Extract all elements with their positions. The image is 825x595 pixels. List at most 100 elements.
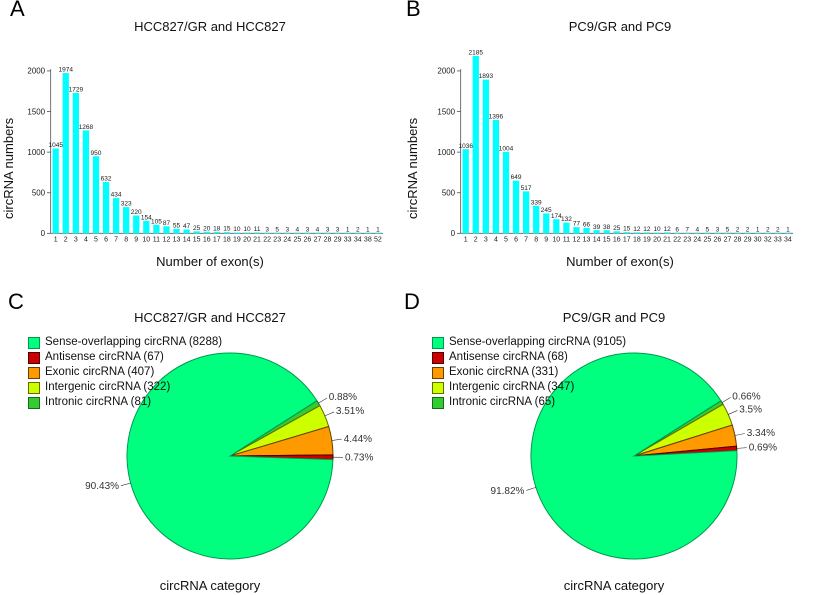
svg-text:2: 2: [766, 226, 770, 233]
svg-text:1: 1: [786, 226, 790, 233]
svg-text:20: 20: [243, 236, 251, 243]
svg-text:1: 1: [346, 226, 350, 233]
svg-text:0.69%: 0.69%: [749, 443, 777, 454]
svg-text:7: 7: [114, 236, 118, 243]
svg-text:39: 39: [593, 224, 601, 231]
svg-text:1004: 1004: [499, 145, 514, 152]
svg-text:87: 87: [163, 220, 171, 227]
svg-text:14: 14: [183, 236, 191, 243]
svg-text:38: 38: [364, 236, 372, 243]
svg-text:34: 34: [784, 236, 792, 243]
svg-text:2: 2: [776, 226, 780, 233]
svg-text:5: 5: [504, 236, 508, 243]
svg-text:2000: 2000: [437, 67, 455, 76]
svg-text:20: 20: [203, 225, 211, 232]
svg-text:24: 24: [693, 236, 701, 243]
svg-text:8: 8: [534, 236, 538, 243]
svg-text:9: 9: [544, 236, 548, 243]
svg-text:16: 16: [613, 236, 621, 243]
svg-text:517: 517: [521, 185, 532, 192]
svg-text:3: 3: [74, 236, 78, 243]
svg-text:27: 27: [314, 236, 322, 243]
svg-text:4: 4: [84, 236, 88, 243]
svg-text:10: 10: [243, 226, 251, 233]
svg-text:24: 24: [283, 236, 291, 243]
svg-text:2185: 2185: [469, 50, 484, 57]
svg-text:0.66%: 0.66%: [732, 391, 760, 402]
svg-text:17: 17: [213, 236, 221, 243]
svg-text:4: 4: [695, 226, 699, 233]
svg-text:2: 2: [736, 226, 740, 233]
svg-text:12: 12: [663, 226, 671, 233]
svg-text:18: 18: [223, 236, 231, 243]
svg-text:3: 3: [484, 236, 488, 243]
svg-text:52: 52: [374, 236, 382, 243]
svg-text:500: 500: [32, 189, 46, 198]
svg-text:16: 16: [203, 236, 211, 243]
svg-text:632: 632: [101, 176, 112, 183]
svg-text:3.5%: 3.5%: [739, 405, 762, 416]
svg-text:10: 10: [142, 236, 150, 243]
svg-text:339: 339: [531, 199, 542, 206]
svg-text:23: 23: [273, 236, 281, 243]
svg-text:13: 13: [583, 236, 591, 243]
svg-text:38: 38: [603, 224, 611, 231]
svg-text:1729: 1729: [69, 87, 84, 94]
svg-text:11: 11: [153, 236, 160, 243]
svg-text:10: 10: [233, 226, 241, 233]
svg-text:28: 28: [324, 236, 332, 243]
svg-text:1000: 1000: [27, 148, 45, 157]
svg-text:25: 25: [703, 236, 711, 243]
svg-text:91.82%: 91.82%: [491, 486, 525, 497]
svg-text:15: 15: [603, 236, 611, 243]
svg-text:12: 12: [633, 226, 641, 233]
svg-text:33: 33: [344, 236, 352, 243]
svg-text:6: 6: [104, 236, 108, 243]
svg-text:10: 10: [653, 226, 661, 233]
svg-text:90.43%: 90.43%: [85, 481, 119, 492]
svg-text:32: 32: [764, 236, 772, 243]
svg-text:29: 29: [744, 236, 752, 243]
svg-text:30: 30: [754, 236, 762, 243]
svg-text:15: 15: [623, 226, 631, 233]
svg-text:0: 0: [41, 229, 46, 238]
svg-text:9: 9: [134, 236, 138, 243]
svg-text:28: 28: [734, 236, 742, 243]
svg-text:2000: 2000: [27, 67, 45, 76]
svg-text:18: 18: [213, 225, 221, 232]
svg-text:12: 12: [643, 226, 651, 233]
svg-text:434: 434: [111, 192, 122, 199]
svg-text:3: 3: [265, 226, 269, 233]
svg-text:3.51%: 3.51%: [336, 406, 364, 417]
svg-text:5: 5: [726, 226, 730, 233]
svg-text:6: 6: [675, 226, 679, 233]
svg-text:3.34%: 3.34%: [747, 428, 775, 439]
svg-text:7: 7: [524, 236, 528, 243]
svg-text:10: 10: [552, 236, 560, 243]
svg-text:5: 5: [275, 226, 279, 233]
svg-text:1: 1: [756, 226, 760, 233]
svg-text:22: 22: [263, 236, 271, 243]
svg-text:1: 1: [366, 226, 370, 233]
svg-text:1: 1: [464, 236, 468, 243]
svg-text:2: 2: [474, 236, 478, 243]
svg-text:11: 11: [563, 236, 570, 243]
svg-text:47: 47: [183, 223, 191, 230]
svg-text:27: 27: [724, 236, 732, 243]
svg-text:19: 19: [643, 236, 651, 243]
svg-text:7: 7: [685, 226, 689, 233]
svg-text:4.44%: 4.44%: [344, 434, 372, 445]
svg-text:4: 4: [296, 226, 300, 233]
svg-text:17: 17: [623, 236, 631, 243]
svg-text:29: 29: [334, 236, 342, 243]
svg-text:0.88%: 0.88%: [329, 392, 357, 403]
svg-text:1974: 1974: [59, 67, 74, 74]
svg-text:12: 12: [163, 236, 171, 243]
svg-text:34: 34: [354, 236, 362, 243]
svg-text:6: 6: [514, 236, 518, 243]
svg-text:1: 1: [54, 236, 58, 243]
svg-text:25: 25: [293, 236, 301, 243]
svg-text:3: 3: [716, 226, 720, 233]
svg-text:26: 26: [304, 236, 312, 243]
svg-text:3: 3: [306, 226, 310, 233]
